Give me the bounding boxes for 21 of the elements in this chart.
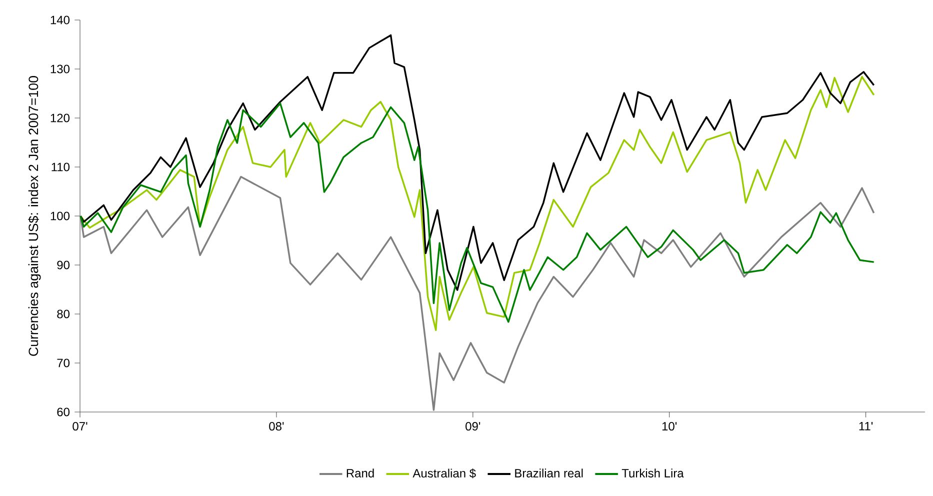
legend-label: Turkish Lira	[622, 468, 684, 478]
x-tick-label: 11'	[859, 422, 873, 430]
y-tick-label: 90	[57, 260, 70, 270]
legend-label: Brazilian real	[515, 468, 583, 478]
y-tick-label: 120	[50, 114, 70, 122]
y-tick-label: 100	[50, 212, 70, 220]
legend-label: Rand	[346, 468, 374, 478]
y-tick-label: 70	[57, 358, 70, 368]
y-axis-title: Currencies against US$: index 2 Jan 2007=100	[28, 76, 41, 356]
x-tick-label: 07'	[72, 422, 88, 431]
x-tick-label: 08'	[269, 422, 284, 431]
y-tick-label: 140	[50, 16, 70, 24]
line-series	[80, 176, 875, 411]
x-tick-label: 09'	[466, 422, 480, 431]
line-series	[80, 34, 875, 291]
y-tick-label: 110	[52, 162, 70, 172]
y-tick-label: 80	[57, 310, 70, 318]
y-tick-label: 130	[50, 64, 70, 74]
legend-label: Australian $	[412, 468, 476, 478]
y-tick-label: 60	[57, 408, 70, 416]
x-tick-label: 10'	[662, 422, 677, 431]
